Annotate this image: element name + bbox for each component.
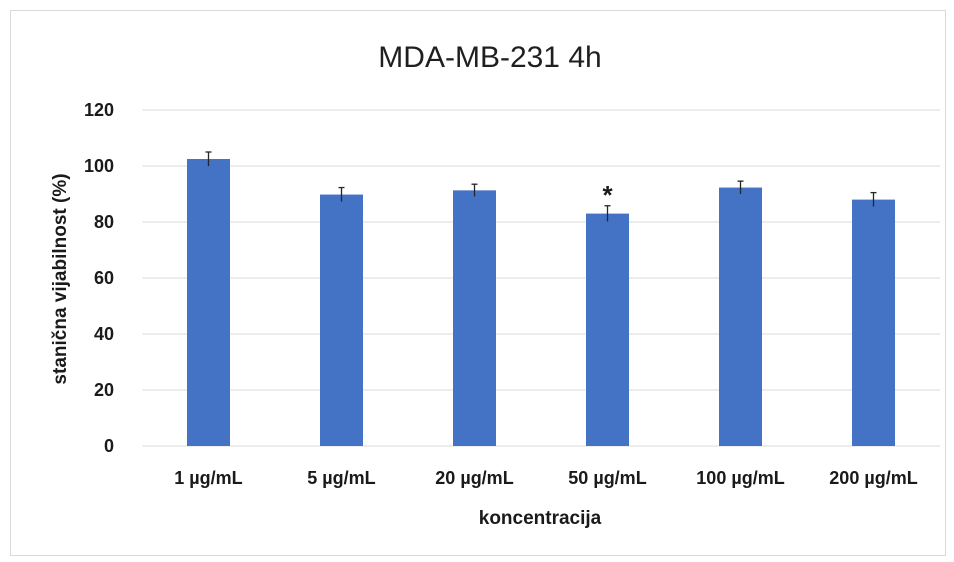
chart-title: MDA-MB-231 4h [378,41,601,74]
bar [453,190,496,446]
y-tick-label: 80 [94,212,114,232]
y-tick-label: 20 [94,380,114,400]
gridlines [142,109,940,447]
y-tick-label: 60 [94,268,114,288]
x-tick-label: 100 µg/mL [696,468,784,488]
x-axis-ticks: 1 µg/mL 5 µg/mL 20 µg/mL 50 µg/mL 100 µg/mL 2… [174,468,917,488]
y-axis-ticks: 0 20 40 60 80 100 120 [84,100,114,456]
y-axis-label: stanična vijabilnost (%) [50,173,71,384]
y-tick-label: 120 [84,100,114,120]
bar [320,194,363,446]
significance-marker: * [602,180,613,210]
x-tick-label: 20 µg/mL [435,468,513,488]
x-tick-label: 5 µg/mL [307,468,375,488]
y-tick-label: 100 [84,156,114,176]
x-tick-label: 200 µg/mL [829,468,917,488]
bar [852,199,895,446]
x-tick-label: 50 µg/mL [568,468,646,488]
y-tick-label: 0 [104,436,114,456]
bar [586,213,629,446]
x-axis-label: koncentracija [479,508,602,529]
y-tick-label: 40 [94,324,114,344]
x-tick-label: 1 µg/mL [174,468,242,488]
bars [187,159,895,446]
bar [187,159,230,446]
bar [719,187,762,446]
annotations: * [602,180,613,210]
error-bars [205,151,877,222]
